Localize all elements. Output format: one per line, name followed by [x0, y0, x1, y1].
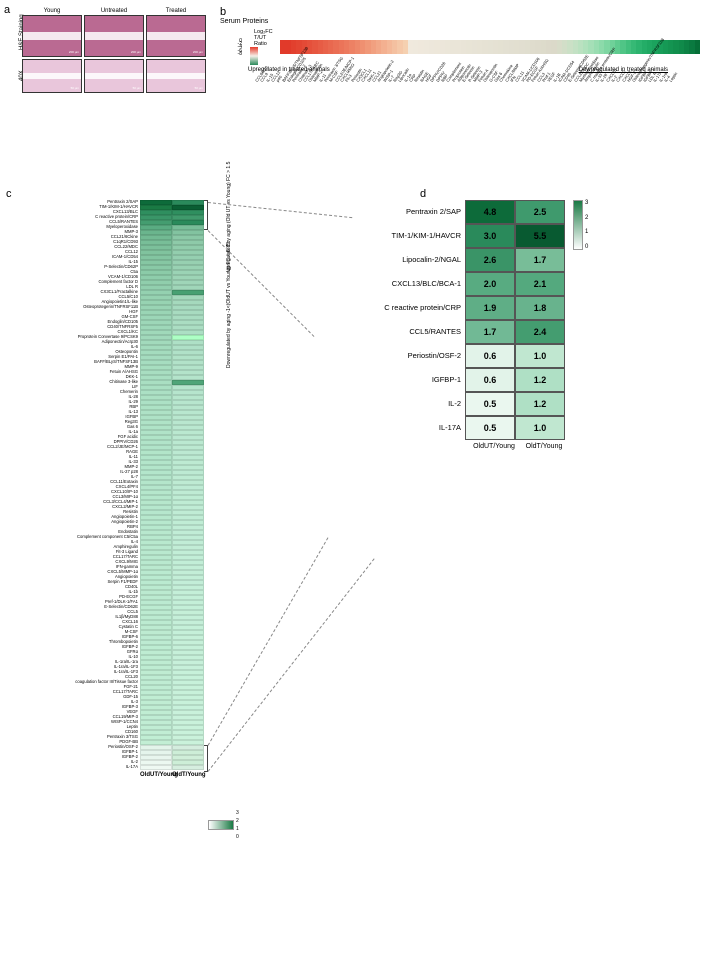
b-scale: 0-2-4-6-8 [220, 39, 242, 55]
c-col-a [140, 200, 172, 770]
d-cell: 1.8 [515, 296, 565, 320]
d-cell: 0.5 [465, 416, 515, 440]
label-d: d [420, 188, 426, 200]
d-row-label: Lipocalin-2/NGAL [355, 248, 461, 272]
c-labels: Pentraxin 2/SAPTIM-1/KIM-1/HAVCRCXCL13/B… [8, 200, 140, 770]
d-cell: 0.5 [465, 392, 515, 416]
a-col-1: Untreated [84, 8, 144, 14]
d-row-label: CXCL13/BLC/BCA-1 [355, 272, 461, 296]
d-cell: 1.2 [515, 368, 565, 392]
d-row-label: Pentraxin 2/SAP [355, 200, 461, 224]
d-row-label: C reactive protein/CRP [355, 296, 461, 320]
b-xlabels: CCL6/C10CCL9IL-15CCL12p40BAFF/BLyS/TNFSF… [254, 75, 700, 120]
d-cell: 2.0 [465, 272, 515, 296]
c-legend: 3210 [208, 820, 238, 830]
d-row-label: IL-2 [355, 392, 461, 416]
d-cell: 5.5 [515, 224, 565, 248]
b-cell [695, 40, 700, 54]
d-legend: 3210 [573, 200, 588, 250]
d-cell: 0.6 [465, 344, 515, 368]
c-side-bot: Downregulated by aging -1<(OldUT vs Youn… [226, 242, 232, 368]
d-cell: 1.7 [465, 320, 515, 344]
he-grid: 200 µm200 µm200 µm50 µm50 µm50 µm [22, 15, 208, 93]
b-gradient [250, 47, 258, 65]
d-cell: 2.4 [515, 320, 565, 344]
d-grid: 4.82.53.05.52.61.72.02.11.91.81.72.40.61… [465, 200, 565, 440]
panel-a: Young Untreated Treated H&E Staining 40X… [8, 8, 208, 93]
d-cell: 1.0 [515, 344, 565, 368]
d-legend-ticks: 3210 [585, 200, 588, 250]
b-cells [280, 40, 700, 54]
c-xhdr-1: OldT/Young [172, 772, 204, 778]
b-leg-title: Log₂FC T/UT Ratio [254, 29, 280, 47]
c-cell [172, 765, 204, 770]
he-tile: 200 µm [84, 15, 144, 57]
d-legend-bar [573, 200, 583, 250]
d-cell: 2.6 [465, 248, 515, 272]
a-col-headers: Young Untreated Treated [22, 8, 208, 14]
he-tile: 50 µm [84, 59, 144, 93]
b-title: Serum Proteins [220, 18, 700, 25]
c-xhdr-0: OldUT/Young [140, 772, 172, 778]
he-tile: 200 µm [146, 15, 206, 57]
panel-b: Serum Proteins 0-2-4-6-8 Log₂FC T/UT Rat… [220, 18, 700, 120]
label-b: b [220, 6, 226, 18]
a-col-0: Young [22, 8, 82, 14]
d-row-label: IL-17A [355, 416, 461, 440]
d-cell: 1.0 [515, 416, 565, 440]
he-tile: 200 µm [22, 15, 82, 57]
d-xhdr-1: OldT/Young [519, 443, 569, 450]
d-row-label: Periostin/OSF-2 [355, 344, 461, 368]
panel-d: Pentraxin 2/SAPTIM-1/KIM-1/HAVCRLipocali… [355, 200, 675, 450]
c-col-b [172, 200, 204, 770]
d-cell: 0.6 [465, 368, 515, 392]
d-row-label: TIM-1/KIM-1/HAVCR [355, 224, 461, 248]
he-tile: 50 µm [22, 59, 82, 93]
d-cell: 1.2 [515, 392, 565, 416]
d-labels: Pentraxin 2/SAPTIM-1/KIM-1/HAVCRLipocali… [355, 200, 465, 440]
c-legend-bar [208, 820, 234, 830]
c-row-label: IL-17A [8, 765, 138, 770]
d-row-label: CCL5/RANTES [355, 320, 461, 344]
d-cell: 3.0 [465, 224, 515, 248]
c-legend-ticks: 3210 [236, 810, 239, 840]
d-cell: 1.7 [515, 248, 565, 272]
d-cell: 4.8 [465, 200, 515, 224]
c-bracket-top [207, 200, 208, 230]
he-tile: 50 µm [146, 59, 206, 93]
d-cell: 1.9 [465, 296, 515, 320]
c-cell [140, 765, 172, 770]
d-xhdr-0: OldUT/Young [469, 443, 519, 450]
a-col-2: Treated [146, 8, 206, 14]
d-row-label: IGFBP-1 [355, 368, 461, 392]
d-cell: 2.1 [515, 272, 565, 296]
d-cell: 2.5 [515, 200, 565, 224]
c-bracket-bot [207, 745, 208, 772]
label-c: c [6, 188, 12, 200]
